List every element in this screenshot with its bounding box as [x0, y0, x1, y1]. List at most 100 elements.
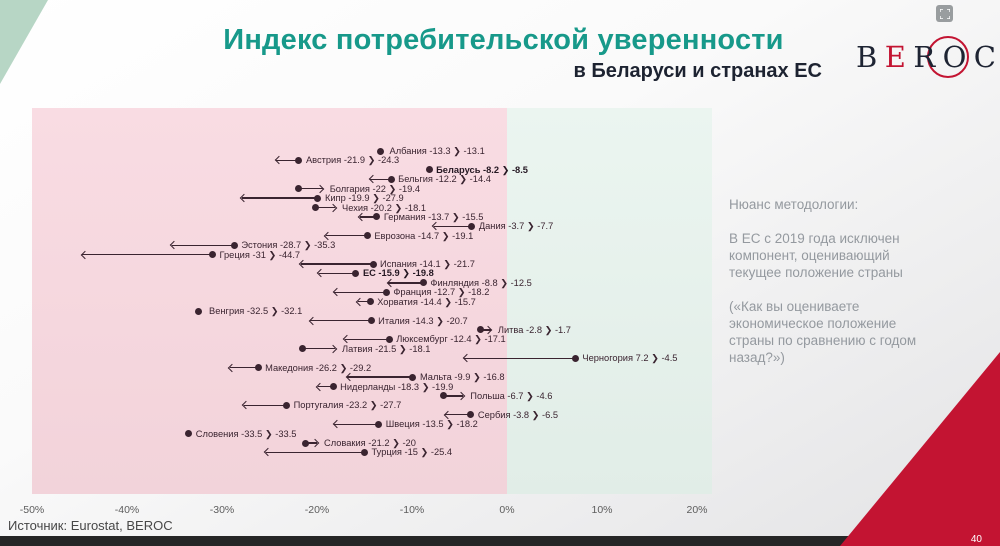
- country-label: Италия -14.3 ❯ -20.7: [378, 315, 468, 326]
- data-point-dot: [329, 383, 337, 390]
- data-point-dot: [294, 185, 302, 193]
- data-point-dot: [283, 401, 291, 409]
- change-arrow-line: [302, 348, 336, 350]
- arrow-head-icon: [274, 156, 283, 165]
- change-arrow-line: [265, 451, 365, 454]
- logo-letter: R: [913, 40, 936, 74]
- data-point-dot: [314, 194, 322, 202]
- logo-letter: C: [973, 40, 996, 74]
- change-arrow-line: [82, 253, 213, 256]
- change-arrow-line: [300, 263, 374, 265]
- arrow-head-icon: [332, 288, 341, 297]
- arrow-head-icon: [80, 250, 90, 259]
- change-arrow-line: [357, 301, 371, 303]
- arrow-head-icon: [316, 382, 325, 391]
- arrow-head-icon: [227, 363, 237, 372]
- data-point-dot: [571, 354, 579, 362]
- change-arrow-line: [464, 357, 576, 359]
- change-arrow-line: [334, 291, 387, 293]
- country-label: Латвия -21.5 ❯ -18.1: [342, 343, 431, 354]
- page-subtitle: в Беларуси и странах ЕС: [573, 60, 822, 82]
- data-point-dot: [367, 317, 375, 325]
- logo-ring: [927, 36, 969, 78]
- note-paragraph-2: («Как вы оцениваете экономическое положе…: [729, 299, 917, 365]
- change-arrow-line: [344, 338, 390, 341]
- change-arrow-line: [359, 216, 377, 218]
- data-point-dot: [373, 213, 381, 221]
- data-point-dot: [352, 269, 360, 277]
- data-point-dot: [361, 448, 368, 456]
- x-axis-tick: -50%: [19, 504, 45, 516]
- data-point-dot: [468, 222, 476, 230]
- header: Индекс потребительской уверенности в Бел…: [185, 24, 822, 83]
- arrow-head-icon: [358, 212, 367, 222]
- x-axis-tick: 0%: [499, 504, 515, 516]
- country-label: Венгрия -32.5 ❯ -32.1: [209, 306, 303, 317]
- change-arrow-line: [243, 404, 287, 406]
- country-label: Нидерланды -18.3 ❯ -19.9: [340, 381, 454, 392]
- source-text: Источник: Eurostat, BEROC: [8, 518, 173, 533]
- x-axis-tick: -10%: [399, 504, 425, 516]
- arrow-head-icon: [308, 316, 318, 325]
- change-arrow-line: [445, 414, 471, 416]
- data-point-dot: [387, 175, 395, 183]
- data-point-dot: [209, 251, 216, 259]
- country-label: Беларусь -8.2 ❯ -8.5: [436, 164, 528, 175]
- change-arrow-line: [347, 376, 413, 378]
- arrow-head-icon: [310, 438, 319, 448]
- arrow-head-icon: [169, 240, 179, 250]
- x-axis-tick: 10%: [591, 504, 613, 516]
- country-label: Финляндия -8.8 ❯ -12.5: [430, 277, 532, 288]
- change-arrow-line: [276, 159, 299, 162]
- arrow-head-icon: [242, 401, 251, 410]
- arrow-head-icon: [299, 259, 308, 269]
- arrow-head-icon: [456, 391, 466, 401]
- x-axis-tick: -20%: [304, 504, 330, 516]
- country-label: Греция -31 ❯ -44.7: [219, 249, 301, 260]
- country-label: Дания -3.7 ❯ -7.7: [478, 221, 554, 232]
- data-point-dot: [409, 373, 417, 381]
- data-point-dot: [375, 420, 383, 428]
- data-point-dot: [254, 364, 262, 372]
- data-point-dot: [385, 335, 393, 343]
- country-label: Испания -14.1 ❯ -21.7: [380, 259, 475, 270]
- change-arrow-line: [171, 244, 235, 246]
- change-arrow-line: [370, 178, 392, 180]
- fullscreen-icon[interactable]: [936, 5, 953, 22]
- data-point-dot: [194, 307, 202, 315]
- country-label: Словения -33.5 ❯ -33.5: [195, 428, 297, 439]
- country-label: Люксембург -12.4 ❯ -17.1: [396, 334, 506, 345]
- arrow-head-icon: [315, 184, 325, 193]
- data-point-dot: [366, 298, 374, 306]
- logo-letter: E: [884, 40, 906, 74]
- country-label: Еврозона -14.7 ❯ -19.1: [374, 230, 474, 241]
- arrow-head-icon: [332, 419, 341, 429]
- country-label: Эстония -28.7 ❯ -35.3: [241, 240, 336, 251]
- arrow-head-icon: [462, 353, 471, 363]
- positive-zone: [507, 108, 712, 494]
- x-axis-tick: 20%: [686, 504, 708, 516]
- data-point-dot: [311, 204, 319, 212]
- data-point-dot: [230, 241, 238, 249]
- change-arrow-line: [334, 423, 379, 425]
- country-label: ЕС -15.9 ❯ -19.8: [362, 268, 434, 279]
- arrow-head-icon: [328, 344, 337, 354]
- arrow-head-icon: [263, 448, 273, 457]
- country-label: Черногория 7.2 ❯ -4.5: [582, 353, 678, 364]
- data-point-dot: [476, 326, 484, 334]
- data-point-dot: [363, 232, 371, 240]
- note-paragraph-1: В ЕС с 2019 года исключен компонент, оце…: [729, 231, 903, 280]
- change-arrow-line: [480, 329, 491, 331]
- data-point-dot: [439, 392, 447, 400]
- country-label: Чехия -20.2 ❯ -18.1: [342, 202, 427, 213]
- page-number: 40: [970, 534, 982, 545]
- note-heading: Нюанс методологии:: [729, 197, 859, 212]
- data-point-dot: [425, 166, 433, 174]
- country-label: Португалия -23.2 ❯ -27.7: [293, 400, 402, 411]
- bottom-bar: [0, 536, 1000, 546]
- change-arrow-line: [298, 188, 323, 190]
- x-axis-tick: -40%: [114, 504, 140, 516]
